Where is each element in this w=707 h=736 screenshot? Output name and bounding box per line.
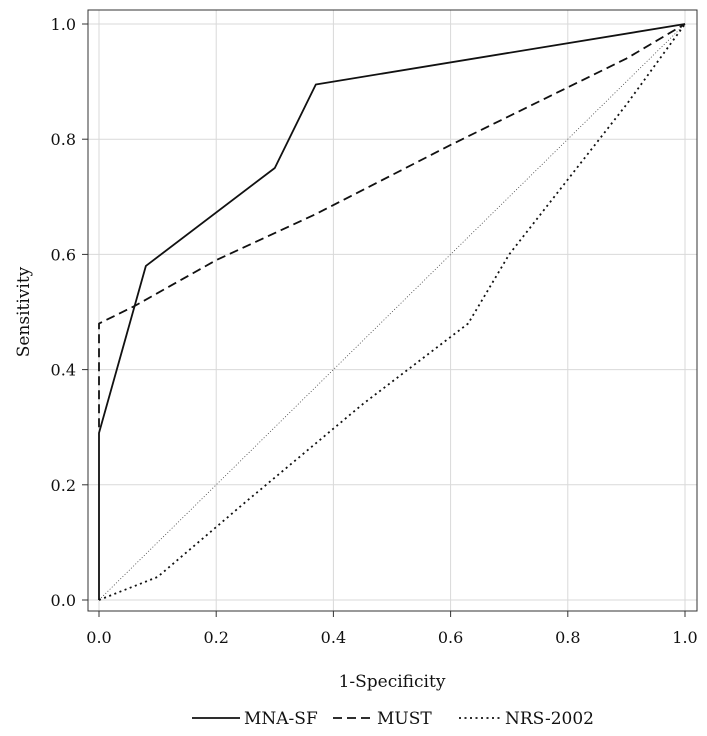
legend-label: MUST xyxy=(377,709,432,729)
legend: MNA-SF MUST NRS-2002 xyxy=(192,709,594,729)
x-tick-label: 0.0 xyxy=(86,628,111,647)
x-axis-ticks: 0.0 0.2 0.4 0.6 0.8 1.0 xyxy=(86,611,698,647)
x-tick-label: 1.0 xyxy=(672,628,697,647)
y-axis-title: Sensitivity xyxy=(14,266,34,357)
y-tick-label: 0.4 xyxy=(51,361,76,380)
y-axis-ticks: 0.0 0.2 0.4 0.6 0.8 1.0 xyxy=(51,15,88,610)
plot-frame xyxy=(87,9,698,612)
series-lines xyxy=(98,23,686,601)
series-line-must xyxy=(98,23,686,428)
y-tick-label: 0.8 xyxy=(51,130,76,149)
y-tick-label: 0.6 xyxy=(51,245,76,264)
legend-label: NRS-2002 xyxy=(505,709,594,729)
y-tick-label: 0.2 xyxy=(51,476,76,495)
y-tick-label: 0.0 xyxy=(51,591,76,610)
y-tick-label: 1.0 xyxy=(51,15,76,34)
reference-diagonal xyxy=(98,23,686,601)
x-tick-label: 0.8 xyxy=(555,628,580,647)
series-line-mna-sf xyxy=(98,23,686,600)
x-tick-label: 0.2 xyxy=(203,628,228,647)
x-tick-label: 0.4 xyxy=(321,628,346,647)
x-tick-label: 0.6 xyxy=(438,628,463,647)
series-line-nrs-2002 xyxy=(98,23,686,601)
grid-lines xyxy=(88,10,697,611)
reference-line xyxy=(98,23,686,601)
legend-label: MNA-SF xyxy=(244,709,318,729)
x-axis-title: 1-Specificity xyxy=(339,672,446,692)
